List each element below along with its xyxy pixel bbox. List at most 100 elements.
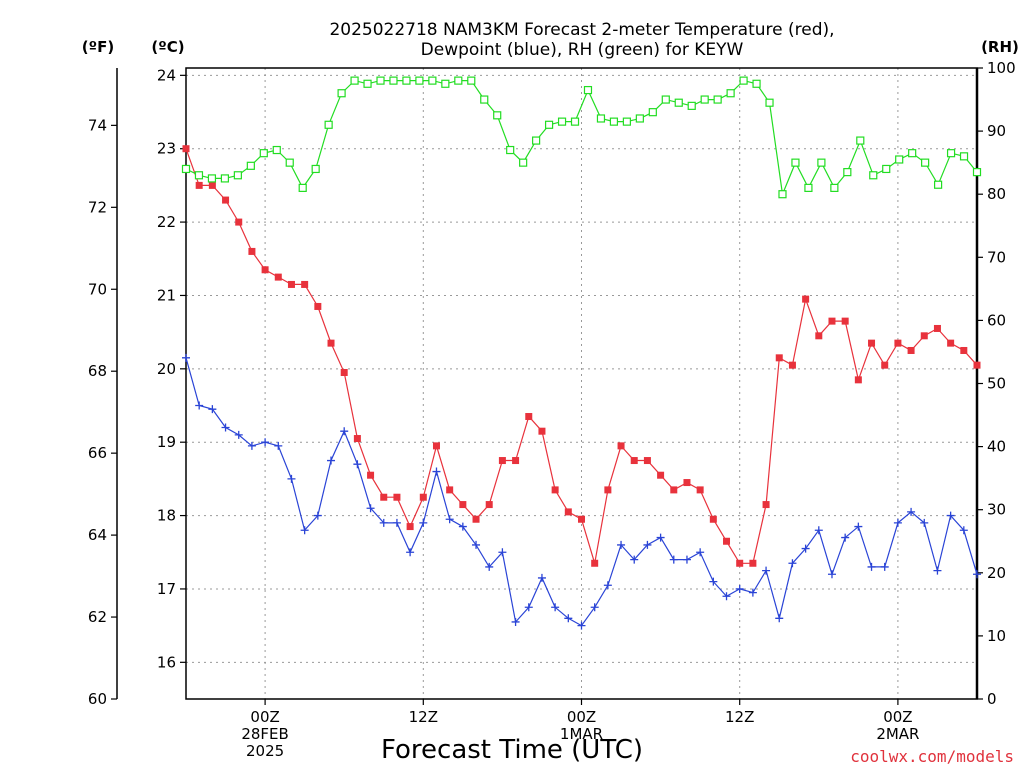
- data-point-temperature: [274, 273, 282, 281]
- data-point-temperature: [881, 361, 889, 369]
- data-point-dewpoint: [880, 562, 889, 571]
- data-point-temperature: [894, 339, 902, 347]
- data-point-temperature: [380, 493, 388, 501]
- rh-tick-label: 20: [987, 564, 1006, 582]
- data-point-rh: [311, 164, 320, 174]
- data-point-temperature: [643, 457, 651, 465]
- data-point-dewpoint: [234, 430, 243, 439]
- data-point-dewpoint: [696, 548, 705, 557]
- data-point-rh: [233, 171, 242, 180]
- data-point-rh: [350, 76, 359, 85]
- data-point-rh: [726, 89, 735, 98]
- data-point-temperature: [657, 471, 665, 479]
- data-point-rh: [583, 85, 593, 95]
- celsius-tick-label: 17: [157, 580, 176, 598]
- data-point-temperature: [973, 361, 981, 369]
- data-point-rh: [869, 171, 878, 180]
- data-point-dewpoint: [946, 511, 955, 520]
- data-point-temperature: [630, 457, 638, 465]
- data-point-temperature: [340, 368, 348, 376]
- data-point-dewpoint: [406, 548, 415, 557]
- rh-tick-label: 40: [987, 438, 1006, 456]
- celsius-tick-label: 20: [157, 360, 176, 378]
- data-point-rh: [181, 164, 191, 174]
- data-point-dewpoint: [656, 533, 665, 542]
- data-point-dewpoint: [472, 540, 481, 549]
- data-point-temperature: [815, 332, 823, 340]
- data-point-temperature: [762, 501, 770, 509]
- x-tick-label: 12Z: [409, 708, 438, 726]
- data-point-temperature: [709, 515, 717, 523]
- data-point-dewpoint: [841, 533, 850, 542]
- data-point-temperature: [788, 361, 796, 369]
- data-point-temperature: [696, 486, 704, 494]
- grid-lines: [186, 68, 977, 699]
- x-tick-label: 12Z: [725, 708, 754, 726]
- data-point-temperature: [261, 266, 269, 274]
- x-tick-label: 2025: [246, 742, 284, 760]
- data-point-rh: [687, 101, 696, 110]
- data-point-temperature: [723, 537, 731, 545]
- fahrenheit-tick-label: 64: [88, 526, 107, 544]
- x-tick-label: 2MAR: [876, 725, 919, 743]
- data-point-temperature: [314, 302, 322, 310]
- celsius-tick-label: 18: [157, 507, 176, 525]
- data-point-dewpoint: [379, 518, 388, 527]
- data-point-temperature: [854, 376, 862, 384]
- data-point-dewpoint: [353, 460, 362, 469]
- data-point-dewpoint: [577, 621, 586, 630]
- fahrenheit-tick-label: 74: [88, 116, 107, 134]
- data-point-dewpoint: [261, 438, 270, 447]
- data-point-dewpoint: [617, 540, 626, 549]
- plot-frame: [185, 67, 978, 700]
- data-point-temperature: [353, 435, 361, 443]
- x-tick-label: 28FEB: [241, 725, 288, 743]
- data-point-rh: [817, 158, 826, 167]
- rh-tick-label: 70: [987, 248, 1006, 266]
- data-point-rh: [908, 149, 917, 158]
- data-point-rh: [648, 108, 657, 117]
- data-point-rh: [856, 136, 865, 145]
- credit-text: coolwx.com/models: [850, 747, 1014, 766]
- data-point-dewpoint: [920, 518, 929, 527]
- data-point-rh: [467, 76, 476, 85]
- data-point-rh: [752, 79, 761, 88]
- celsius-tick-label: 23: [157, 140, 176, 158]
- data-point-temperature: [248, 247, 256, 255]
- data-point-dewpoint: [564, 614, 573, 623]
- data-series: [181, 76, 982, 630]
- chart-title-line-2: Dewpoint (blue), RH (green) for KEYW: [421, 40, 744, 60]
- data-point-dewpoint: [735, 584, 744, 593]
- data-point-rh: [220, 174, 230, 183]
- data-point-dewpoint: [590, 603, 599, 612]
- fahrenheit-tick-label: 62: [88, 608, 107, 626]
- data-point-rh: [389, 76, 398, 85]
- data-point-dewpoint: [511, 617, 520, 626]
- rh-tick-label: 50: [987, 375, 1006, 393]
- data-point-rh: [674, 98, 683, 107]
- data-point-rh: [972, 168, 982, 177]
- data-point-temperature: [301, 280, 309, 288]
- data-point-rh: [700, 95, 709, 104]
- data-point-dewpoint: [682, 555, 691, 564]
- data-point-temperature: [683, 479, 691, 487]
- data-point-rh: [285, 158, 294, 167]
- rh-axis-unit: (RH): [981, 38, 1019, 56]
- data-point-temperature: [960, 346, 968, 354]
- data-point-rh: [596, 114, 606, 123]
- data-point-dewpoint: [854, 522, 863, 531]
- data-point-temperature: [564, 508, 572, 516]
- data-point-dewpoint: [432, 467, 441, 476]
- data-point-rh: [246, 161, 255, 170]
- rh-tick-label: 0: [987, 690, 997, 708]
- data-point-dewpoint: [893, 518, 902, 527]
- data-point-temperature: [749, 559, 757, 567]
- data-point-temperature: [841, 317, 849, 325]
- data-point-dewpoint: [973, 570, 981, 579]
- x-tick-label: 1MAR: [560, 725, 603, 743]
- celsius-tick-label: 24: [157, 66, 176, 84]
- data-point-rh: [882, 164, 891, 174]
- fahrenheit-tick-label: 70: [88, 280, 107, 298]
- data-point-temperature: [208, 181, 216, 189]
- data-point-rh: [272, 145, 281, 155]
